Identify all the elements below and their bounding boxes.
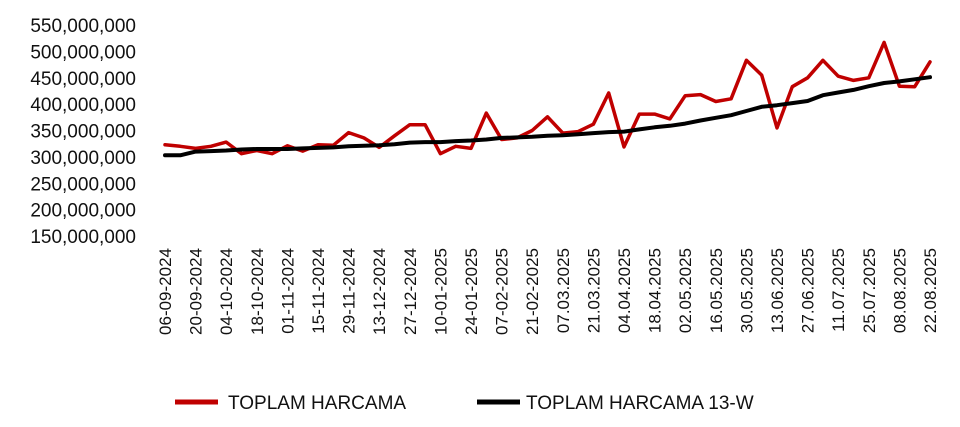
series-line-toplam-harcama-13w (163, 75, 932, 158)
y-tick-label: 500,000,000 (30, 42, 136, 63)
x-tick-label: 11.07.2025 (829, 248, 848, 332)
y-tick-label: 300,000,000 (30, 148, 136, 169)
x-tick-label: 04.04.2025 (615, 248, 634, 333)
y-tick-label: 200,000,000 (30, 201, 136, 222)
x-tick-label: 24-01-2025 (462, 248, 481, 335)
x-tick-label: 30.05.2025 (737, 248, 756, 333)
x-tick-label: 29-11-2024 (340, 248, 359, 334)
x-tick-label: 13-12-2024 (370, 248, 389, 335)
x-tick-label: 13.06.2025 (768, 248, 787, 333)
x-tick-label: 27-12-2024 (401, 248, 420, 335)
x-tick-label: 21.03.2025 (584, 248, 603, 333)
x-tick-label: 07.03.2025 (554, 248, 573, 333)
x-tick-label: 07-02-2025 (493, 248, 512, 335)
x-axis-labels: 06-09-2024 20-09-2024 04-10-2024 18-10-2024… (156, 248, 940, 335)
x-tick-label: 06-09-2024 (156, 248, 175, 335)
x-tick-label: 18.04.2025 (646, 248, 665, 333)
x-tick-label: 15-11-2024 (309, 248, 328, 334)
series-lines (163, 40, 932, 158)
legend: TOPLAM HARCAMA TOPLAM HARCAMA 13-W (175, 393, 754, 414)
x-tick-label: 02.05.2025 (676, 248, 695, 333)
x-tick-label: 18-10-2024 (248, 248, 267, 335)
y-tick-label: 250,000,000 (30, 174, 136, 195)
x-tick-label: 25.07.2025 (860, 248, 879, 333)
y-tick-label: 150,000,000 (30, 227, 136, 248)
legend-label-toplam-harcama-13w: TOPLAM HARCAMA 13-W (526, 393, 754, 414)
y-axis-labels: 150,000,000 200,000,000 250,000,000 300,000… (30, 16, 136, 248)
x-tick-label: 08.08.2025 (890, 248, 909, 333)
legend-label-toplam-harcama: TOPLAM HARCAMA (228, 393, 406, 414)
x-tick-label: 27.06.2025 (799, 248, 818, 333)
x-tick-label: 22.08.2025 (921, 248, 940, 333)
x-tick-label: 16.05.2025 (707, 248, 726, 333)
y-tick-label: 450,000,000 (30, 69, 136, 90)
x-tick-label: 20-09-2024 (187, 248, 206, 335)
y-tick-label: 350,000,000 (30, 122, 136, 143)
x-tick-label: 10-01-2025 (431, 248, 450, 335)
x-tick-label: 01-11-2024 (278, 248, 297, 334)
x-tick-label: 21-02-2025 (523, 248, 542, 335)
y-tick-label: 550,000,000 (30, 16, 136, 37)
y-tick-label: 400,000,000 (30, 95, 136, 116)
x-tick-label: 04-10-2024 (217, 248, 236, 335)
